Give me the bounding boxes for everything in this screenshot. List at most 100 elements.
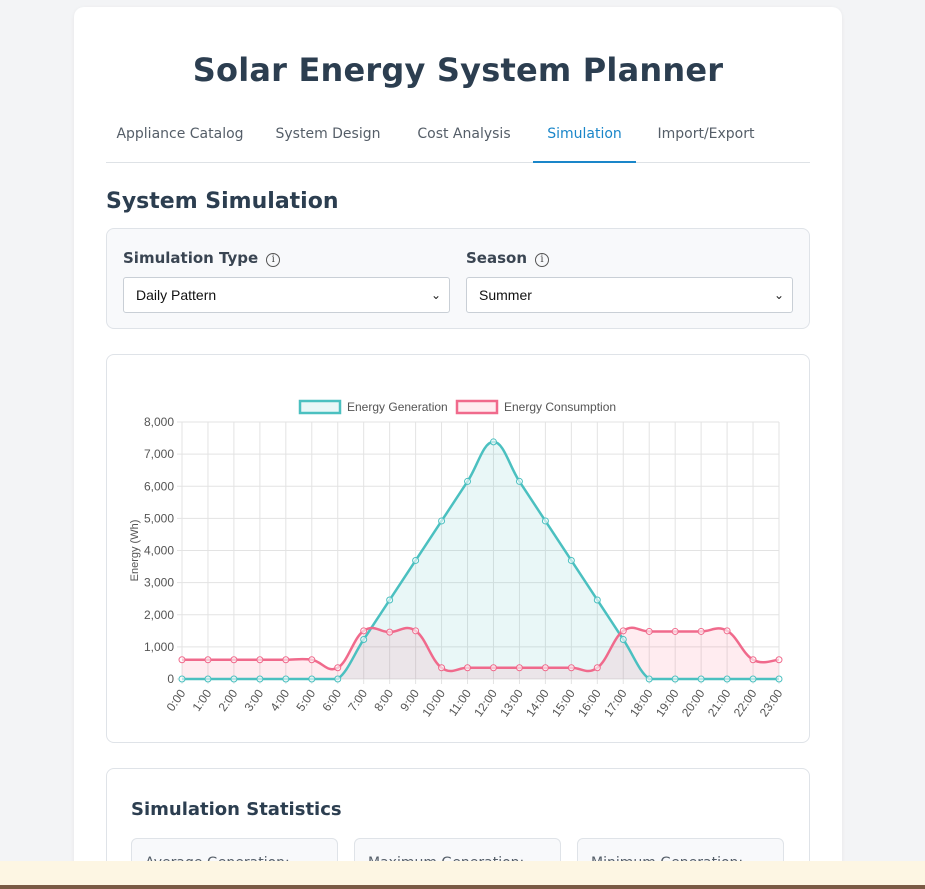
season-label: Season i xyxy=(466,249,550,267)
info-circle-icon[interactable]: i xyxy=(535,253,550,267)
x-tick-label: 12:00 xyxy=(471,686,500,719)
data-point xyxy=(438,664,446,672)
data-point xyxy=(230,656,238,664)
y-tick-label: 5,000 xyxy=(144,511,174,525)
data-point xyxy=(723,627,731,635)
x-tick-label: 1:00 xyxy=(190,686,215,713)
y-tick-label: 2,000 xyxy=(144,608,174,622)
chevron-down-icon: ⌄ xyxy=(430,288,441,302)
data-point xyxy=(697,627,705,635)
data-point xyxy=(412,556,420,564)
data-point xyxy=(178,675,186,683)
data-point xyxy=(489,664,497,672)
season-value: Summer xyxy=(479,287,532,303)
data-point xyxy=(256,656,264,664)
data-point xyxy=(178,656,186,664)
data-point xyxy=(360,635,368,643)
data-point xyxy=(230,675,238,683)
y-tick-label: 1,000 xyxy=(144,640,174,654)
x-tick-label: 18:00 xyxy=(627,686,656,719)
data-point xyxy=(645,675,653,683)
data-point xyxy=(334,675,342,683)
data-point xyxy=(204,675,212,683)
data-point xyxy=(308,675,316,683)
tab-bar: Appliance Catalog System Design Cost Ana… xyxy=(106,107,810,163)
legend-label: Energy Generation xyxy=(347,400,448,414)
y-tick-label: 6,000 xyxy=(144,479,174,493)
tab-system-design[interactable]: System Design xyxy=(275,126,381,142)
data-point xyxy=(749,675,757,683)
simulation-type-value: Daily Pattern xyxy=(136,287,217,303)
x-tick-label: 21:00 xyxy=(705,686,734,719)
data-point xyxy=(671,627,679,635)
data-point xyxy=(775,675,783,683)
data-point xyxy=(541,517,549,525)
x-tick-label: 11:00 xyxy=(446,686,474,718)
y-tick-label: 3,000 xyxy=(144,576,174,590)
y-tick-label: 4,000 xyxy=(144,544,174,558)
data-point xyxy=(386,628,394,636)
x-tick-label: 19:00 xyxy=(653,686,682,719)
x-tick-label: 16:00 xyxy=(575,686,604,719)
data-point xyxy=(619,635,627,643)
chevron-down-icon: ⌄ xyxy=(773,288,784,302)
tab-appliance-catalog[interactable]: Appliance Catalog xyxy=(116,126,244,142)
legend-label: Energy Consumption xyxy=(504,400,616,414)
data-point xyxy=(438,517,446,525)
season-label-text: Season xyxy=(466,249,528,267)
x-tick-label: 8:00 xyxy=(371,686,396,713)
chart-container: 0 1,000 2,000 3,000 4,000 5,000 6,000 7,000 8,00… xyxy=(106,354,810,743)
data-point xyxy=(749,656,757,664)
bottom-bar xyxy=(0,861,925,889)
data-point xyxy=(489,438,497,446)
y-axis-label: Energy (Wh) xyxy=(129,520,141,582)
simulation-type-select[interactable]: Daily Pattern ⌄ xyxy=(123,277,450,313)
data-point xyxy=(386,596,394,604)
x-tick-label: 17:00 xyxy=(601,686,630,719)
x-tick-label: 14:00 xyxy=(523,686,552,719)
data-point xyxy=(723,675,731,683)
data-point xyxy=(464,664,472,672)
data-point xyxy=(567,664,575,672)
x-tick-label: 0:00 xyxy=(164,686,189,713)
data-point xyxy=(619,627,627,635)
x-tick-label: 20:00 xyxy=(679,686,708,719)
app-title: Solar Energy System Planner xyxy=(192,51,724,89)
info-circle-icon[interactable]: i xyxy=(266,253,281,267)
data-point xyxy=(515,477,523,485)
x-tick-label: 13:00 xyxy=(497,686,526,719)
tab-simulation[interactable]: Simulation xyxy=(533,107,636,163)
section-title: System Simulation xyxy=(106,189,339,214)
simulation-controls: Simulation Type i Daily Pattern ⌄ Season i… xyxy=(106,228,810,329)
tab-import-export[interactable]: Import/Export xyxy=(657,126,755,142)
tab-cost-analysis[interactable]: Cost Analysis xyxy=(417,126,511,142)
x-tick-label: 4:00 xyxy=(267,686,292,713)
energy-chart: 0 1,000 2,000 3,000 4,000 5,000 6,000 7,000 8,00… xyxy=(129,399,786,719)
x-tick-label: 22:00 xyxy=(731,686,760,719)
y-tick-label: 0 xyxy=(167,672,174,686)
x-tick-label: 5:00 xyxy=(293,686,318,713)
simulation-type-label: Simulation Type i xyxy=(123,249,281,267)
y-tick-label: 8,000 xyxy=(144,415,174,429)
x-tick-label: 10:00 xyxy=(419,686,448,719)
planner-card: Solar Energy System Planner Appliance Ca… xyxy=(74,7,842,889)
data-point xyxy=(541,664,549,672)
data-point xyxy=(593,596,601,604)
x-tick-label: 9:00 xyxy=(397,686,422,713)
legend-swatch xyxy=(455,399,499,415)
data-point xyxy=(334,664,342,672)
data-point xyxy=(360,627,368,635)
y-tick-label: 7,000 xyxy=(144,447,174,461)
data-point xyxy=(204,656,212,664)
legend-swatch xyxy=(298,399,342,415)
data-point xyxy=(412,627,420,635)
data-point xyxy=(697,675,705,683)
x-tick-label: 7:00 xyxy=(345,686,370,713)
x-tick-label: 23:00 xyxy=(757,686,786,719)
data-point xyxy=(671,675,679,683)
season-select[interactable]: Summer ⌄ xyxy=(466,277,793,313)
data-point xyxy=(308,656,316,664)
data-point xyxy=(464,477,472,485)
data-point xyxy=(775,656,783,664)
data-point xyxy=(282,675,290,683)
